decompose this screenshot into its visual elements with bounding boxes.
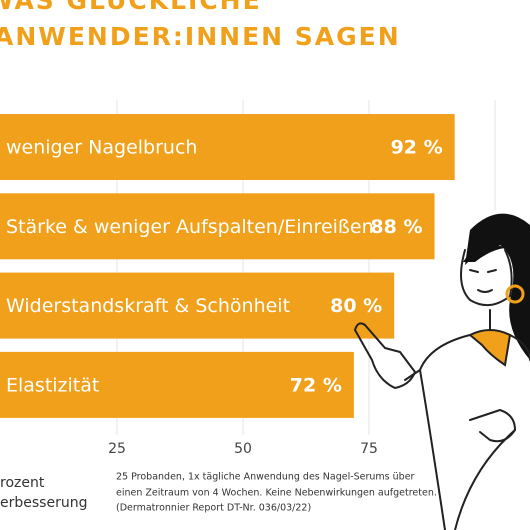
value-label: 72 % [290,374,342,396]
value-label: 80 % [330,295,382,317]
footnote: 25 Probanden, 1x tägliche Anwendung des … [116,472,415,483]
bar [0,193,435,260]
axis-label: rozent [0,475,45,491]
footnote: (Dermatronnier Report DT-Nr. 036/03/22) [116,503,311,514]
x-tick-label: 25 [108,441,126,457]
bar [0,351,354,418]
axis-label: erbesserung [0,495,87,511]
x-tick-label: 50 [234,441,252,457]
footnote: einen Zeitraum von 4 Wochen. Keine Neben… [116,488,437,499]
x-tick-label: 75 [360,441,378,457]
bar [0,114,455,180]
value-label: 88 % [370,216,422,238]
category-label: Elastizität [6,374,99,396]
category-label: Widerstandskraft & Schönheit [6,295,290,317]
plot: 25 50 75 weniger Nagelbruch 92 % Stärke & wen… [0,100,455,457]
chart-title: ANWENDER:INNEN SAGEN [0,22,401,51]
value-label: 92 % [391,137,443,159]
chart-title: WAS GLÜCKLICHE [0,0,262,15]
category-label: weniger Nagelbruch [6,137,197,159]
category-label: Stärke & weniger Aufspalten/Einreißen [6,216,374,238]
bar [0,272,395,339]
illustration [354,213,530,530]
